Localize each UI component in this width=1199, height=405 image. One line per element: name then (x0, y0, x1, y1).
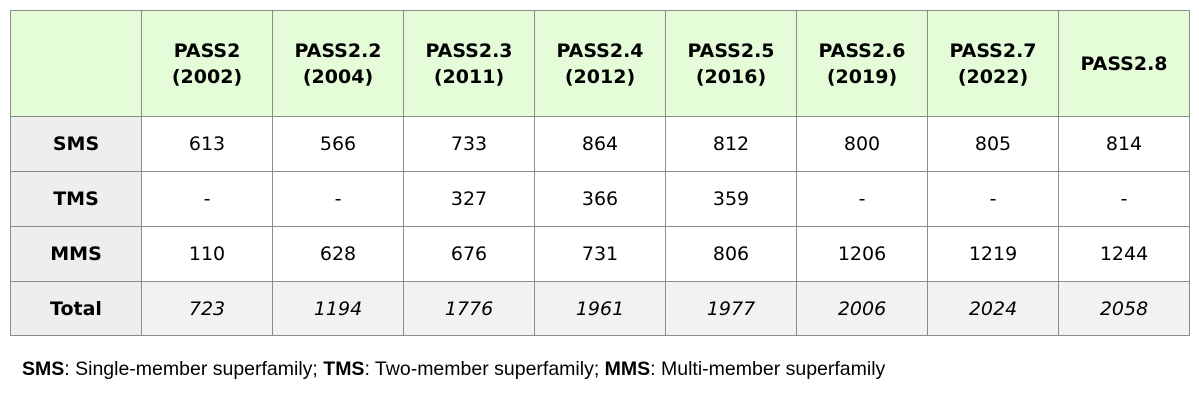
column-header: PASS2.5 (2016) (665, 10, 797, 117)
table-cell: 1219 (927, 226, 1059, 282)
column-year: (2011) (433, 65, 505, 88)
legend-sms-abbr: SMS (22, 358, 65, 380)
table-cell: 366 (534, 171, 666, 227)
column-year: (2019) (826, 65, 898, 88)
table-cell-total: 1194 (272, 281, 404, 336)
legend-mms-abbr: MMS (604, 358, 651, 380)
table-cell-total: 2006 (796, 281, 928, 336)
table-row-total: Total 723 1194 1776 1961 1977 2006 2024 … (10, 281, 1190, 336)
table-cell: - (1058, 171, 1190, 227)
column-year: (2002) (171, 65, 243, 88)
column-name: PASS2.2 (294, 39, 382, 62)
table-cell: 806 (665, 226, 797, 282)
column-name: PASS2.3 (425, 39, 513, 62)
column-name: PASS2.8 (1080, 52, 1168, 75)
table-cell: 805 (927, 116, 1059, 172)
column-year: (2016) (695, 65, 767, 88)
column-name: PASS2.4 (556, 39, 644, 62)
legend-mms-desc: : Multi-member superfamily (650, 358, 886, 380)
column-header: PASS2.7 (2022) (927, 10, 1059, 117)
column-header: PASS2.6 (2019) (796, 10, 928, 117)
legend-tms-desc: : Two-member superfamily; (364, 358, 605, 380)
table-cell: - (272, 171, 404, 227)
table-cell: 628 (272, 226, 404, 282)
table-row-sms: SMS 613 566 733 864 812 800 805 814 (10, 116, 1190, 172)
table-cell-total: 2058 (1058, 281, 1190, 336)
superfamily-table: PASS2 (2002) PASS2.2 (2004) PASS2.3 (2011) … (10, 10, 1190, 336)
column-header: PASS2.3 (2011) (403, 10, 535, 117)
column-header: PASS2.2 (2004) (272, 10, 404, 117)
table-cell-total: 1977 (665, 281, 797, 336)
table-cell: 110 (141, 226, 273, 282)
column-header: PASS2.8 (1058, 10, 1190, 117)
column-name: PASS2.6 (818, 39, 906, 62)
table-cell: - (796, 171, 928, 227)
table-row-mms: MMS 110 628 676 731 806 1206 1219 1244 (10, 226, 1190, 282)
table-cell: 566 (272, 116, 404, 172)
column-year: (2012) (564, 65, 636, 88)
table-cell: 1244 (1058, 226, 1190, 282)
row-header-sms: SMS (10, 116, 142, 172)
table-row-tms: TMS - - 327 366 359 - - - (10, 171, 1190, 227)
column-year: (2022) (957, 65, 1029, 88)
table-cell: 733 (403, 116, 535, 172)
row-header-total: Total (10, 281, 142, 336)
column-name: PASS2.5 (687, 39, 775, 62)
legend-tms-abbr: TMS (323, 358, 365, 380)
column-year: (2004) (302, 65, 374, 88)
column-name: PASS2.7 (949, 39, 1037, 62)
table-cell: 814 (1058, 116, 1190, 172)
table-cell: 1206 (796, 226, 928, 282)
table-header-row: PASS2 (2002) PASS2.2 (2004) PASS2.3 (2011) … (10, 10, 1190, 117)
table-cell: 864 (534, 116, 666, 172)
table-cell-total: 2024 (927, 281, 1059, 336)
table-cell-total: 1961 (534, 281, 666, 336)
table-corner-cell (10, 10, 142, 117)
table-cell: 359 (665, 171, 797, 227)
table-cell: - (927, 171, 1059, 227)
table-cell: 800 (796, 116, 928, 172)
table-cell: - (141, 171, 273, 227)
column-header: PASS2.4 (2012) (534, 10, 666, 117)
table-cell: 812 (665, 116, 797, 172)
table-legend: SMS: Single-member superfamily; TMS: Two… (22, 358, 885, 381)
row-header-mms: MMS (10, 226, 142, 282)
table-cell: 613 (141, 116, 273, 172)
column-name: PASS2 (173, 39, 241, 62)
row-header-tms: TMS (10, 171, 142, 227)
table-cell: 676 (403, 226, 535, 282)
table-cell: 731 (534, 226, 666, 282)
table-cell: 327 (403, 171, 535, 227)
table-cell-total: 1776 (403, 281, 535, 336)
table-cell-total: 723 (141, 281, 273, 336)
legend-sms-desc: : Single-member superfamily; (64, 358, 324, 380)
column-header: PASS2 (2002) (141, 10, 273, 117)
